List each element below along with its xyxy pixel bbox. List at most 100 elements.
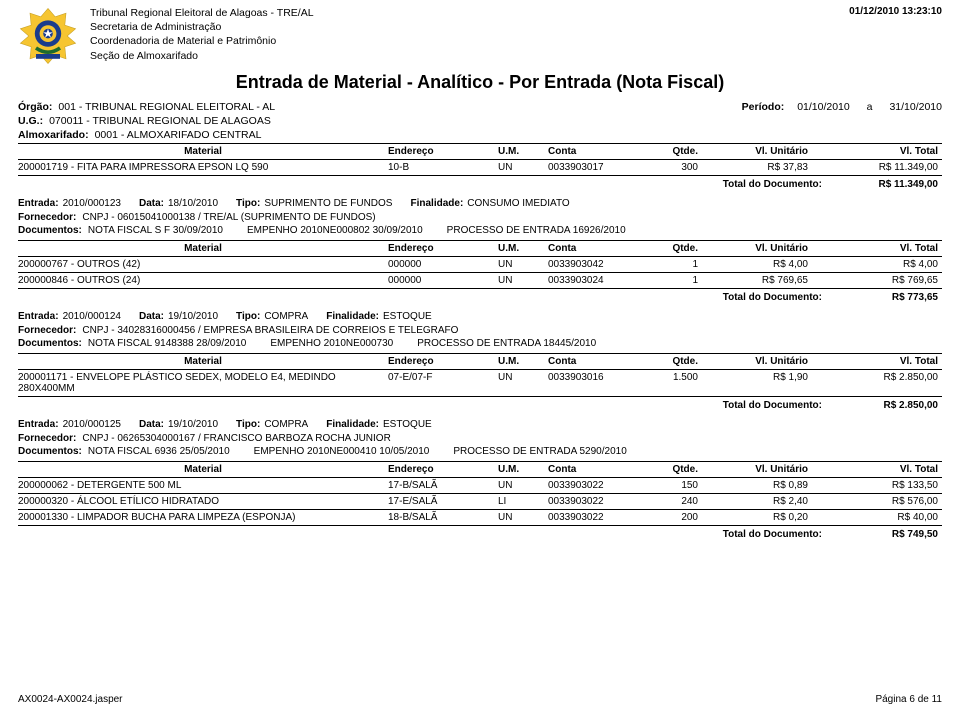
entrada-label: Entrada: <box>18 198 59 209</box>
col-qtde: Qtde. <box>638 243 698 254</box>
cell-total: R$ 133,50 <box>808 480 942 491</box>
brazil-coat-of-arms-icon <box>18 6 78 66</box>
data-value: 19/10/2010 <box>168 311 218 322</box>
fornecedor-label: Fornecedor: <box>18 433 76 444</box>
col-total: Vl. Total <box>808 146 942 157</box>
table-header: Material Endereço U.M. Conta Qtde. Vl. U… <box>18 353 942 370</box>
cell-unit: R$ 2,40 <box>698 496 808 507</box>
col-conta: Conta <box>548 356 638 367</box>
org-info: Tribunal Regional Eleitoral de Alagoas -… <box>90 6 314 63</box>
cell-material: 200001171 - ENVELOPE PLÁSTICO SEDEX, MOD… <box>18 372 388 394</box>
entrada-label: Entrada: <box>18 419 59 430</box>
org-line-1: Tribunal Regional Eleitoral de Alagoas -… <box>90 6 314 20</box>
cell-qtde: 300 <box>638 162 698 173</box>
document-title: Entrada de Material - Analítico - Por En… <box>18 72 942 93</box>
cell-qtde: 1 <box>638 275 698 286</box>
entry-line: Entrada:2010/000125Data:19/10/2010Tipo:C… <box>18 417 942 432</box>
cell-um: UN <box>498 259 548 270</box>
col-conta: Conta <box>548 146 638 157</box>
finalidade-value: ESTOQUE <box>383 419 432 430</box>
docs3: PROCESSO DE ENTRADA 16926/2010 <box>447 225 626 236</box>
cell-conta: 0033903022 <box>548 512 638 523</box>
data-label: Data: <box>139 198 164 209</box>
table-row: 200001330 - LIMPADOR BUCHA PARA LIMPEZA … <box>18 510 942 526</box>
cell-material: 200000846 - OUTROS (24) <box>18 275 388 286</box>
report-datetime: 01/12/2010 13:23:10 <box>849 6 942 17</box>
orgao-line: Órgão: 001 - TRIBUNAL REGIONAL ELEITORAL… <box>18 101 942 113</box>
cell-unit: R$ 0,20 <box>698 512 808 523</box>
total-label: Total do Documento: <box>723 292 822 303</box>
cell-qtde: 240 <box>638 496 698 507</box>
total-label: Total do Documento: <box>723 400 822 411</box>
cell-conta: 0033903017 <box>548 162 638 173</box>
col-total: Vl. Total <box>808 356 942 367</box>
tipo-value: COMPRA <box>264 311 308 322</box>
cell-um: LI <box>498 496 548 507</box>
col-qtde: Qtde. <box>638 146 698 157</box>
docs1: NOTA FISCAL 6936 25/05/2010 <box>88 446 230 457</box>
documentos-label: Documentos: <box>18 225 82 236</box>
cell-unit: R$ 37,83 <box>698 162 808 173</box>
table-header: Material Endereço U.M. Conta Qtde. Vl. U… <box>18 143 942 160</box>
docs1: NOTA FISCAL S F 30/09/2010 <box>88 225 223 236</box>
cell-endereco: 17-B/SALÃ <box>388 480 498 491</box>
docs1: NOTA FISCAL 9148388 28/09/2010 <box>88 338 246 349</box>
cell-conta: 0033903022 <box>548 480 638 491</box>
cell-um: UN <box>498 275 548 286</box>
entrada-value: 2010/000124 <box>63 311 121 322</box>
col-material: Material <box>18 464 388 475</box>
col-um: U.M. <box>498 356 548 367</box>
total-label: Total do Documento: <box>723 179 822 190</box>
col-material: Material <box>18 356 388 367</box>
cell-total: R$ 4,00 <box>808 259 942 270</box>
org-line-3: Coordenadoria de Material e Patrimônio <box>90 34 314 48</box>
fornecedor-line: Fornecedor: CNPJ - 34028316000456 / EMPRE… <box>18 324 942 337</box>
fornecedor-value: CNPJ - 06265304000167 / FRANCISCO BARBOZ… <box>82 433 390 444</box>
fornecedor-label: Fornecedor: <box>18 325 76 336</box>
cell-unit: R$ 1,90 <box>698 372 808 394</box>
orgao-value: 001 - TRIBUNAL REGIONAL ELEITORAL - AL <box>58 101 275 113</box>
entrada-label: Entrada: <box>18 311 59 322</box>
cell-endereco: 17-E/SALÃ <box>388 496 498 507</box>
col-endereco: Endereço <box>388 356 498 367</box>
table-row: 200000320 - ÁLCOOL ETÍLICO HIDRATADO17-E… <box>18 494 942 510</box>
cell-um: UN <box>498 162 548 173</box>
cell-endereco: 18-B/SALÃ <box>388 512 498 523</box>
docs2: EMPENHO 2010NE000410 10/05/2010 <box>254 446 430 457</box>
table-row: 200000846 - OUTROS (24)000000UN003390302… <box>18 273 942 289</box>
fornecedor-value: CNPJ - 34028316000456 / EMPRESA BRASILEI… <box>82 325 458 336</box>
report-header: Tribunal Regional Eleitoral de Alagoas -… <box>18 6 942 66</box>
table-header: Material Endereço U.M. Conta Qtde. Vl. U… <box>18 461 942 478</box>
col-material: Material <box>18 243 388 254</box>
table-row: 200000062 - DETERGENTE 500 ML17-B/SALÃUN… <box>18 478 942 494</box>
ug-label: U.G.: <box>18 115 43 127</box>
cell-material: 200000767 - OUTROS (42) <box>18 259 388 270</box>
col-unit: Vl. Unitário <box>698 146 808 157</box>
finalidade-label: Finalidade: <box>326 311 379 322</box>
docs2: EMPENHO 2010NE000730 <box>270 338 393 349</box>
cell-total: R$ 40,00 <box>808 512 942 523</box>
footer-right: Página 6 de 11 <box>875 694 942 705</box>
cell-material: 200001330 - LIMPADOR BUCHA PARA LIMPEZA … <box>18 512 388 523</box>
cell-qtde: 200 <box>638 512 698 523</box>
data-label: Data: <box>139 311 164 322</box>
col-material: Material <box>18 146 388 157</box>
document-total: Total do Documento:R$ 773,65 <box>18 289 942 309</box>
col-conta: Conta <box>548 464 638 475</box>
finalidade-label: Finalidade: <box>410 198 463 209</box>
cell-qtde: 1 <box>638 259 698 270</box>
document-total: Total do Documento:R$ 11.349,00 <box>18 176 942 196</box>
total-value: R$ 749,50 <box>822 529 942 540</box>
cell-conta: 0033903022 <box>548 496 638 507</box>
cell-total: R$ 576,00 <box>808 496 942 507</box>
almox-value: 0001 - ALMOXARIFADO CENTRAL <box>95 129 262 141</box>
footer-left: AX0024-AX0024.jasper <box>18 694 123 705</box>
ug-line: U.G.: 070011 - TRIBUNAL REGIONAL DE ALAG… <box>18 115 942 127</box>
finalidade-value: CONSUMO IMEDIATO <box>467 198 569 209</box>
cell-material: 200000320 - ÁLCOOL ETÍLICO HIDRATADO <box>18 496 388 507</box>
col-endereco: Endereço <box>388 146 498 157</box>
tipo-label: Tipo: <box>236 419 260 430</box>
table-row: 200000767 - OUTROS (42)000000UN003390304… <box>18 257 942 273</box>
col-conta: Conta <box>548 243 638 254</box>
col-qtde: Qtde. <box>638 356 698 367</box>
